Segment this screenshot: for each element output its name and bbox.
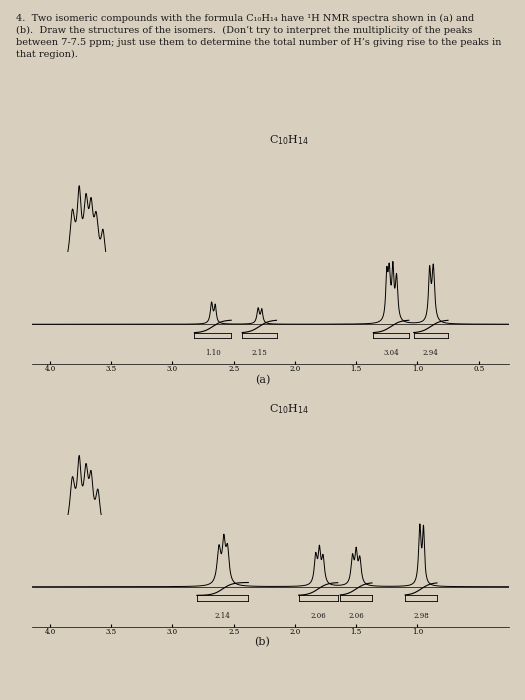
Text: 5.10: 5.10: [74, 303, 91, 312]
Text: C$_{10}$H$_{14}$: C$_{10}$H$_{14}$: [269, 402, 309, 416]
Text: 2.15: 2.15: [251, 349, 267, 357]
Text: 2.06: 2.06: [348, 612, 364, 620]
Text: 2.94: 2.94: [423, 349, 439, 357]
Text: C$_{10}$H$_{14}$: C$_{10}$H$_{14}$: [269, 133, 309, 147]
Text: 2.06: 2.06: [310, 612, 326, 620]
Text: 1.10: 1.10: [205, 349, 220, 357]
Text: 3.04: 3.04: [383, 349, 399, 357]
Text: (a): (a): [255, 374, 270, 385]
Text: 2.98: 2.98: [413, 612, 429, 620]
Text: (b): (b): [255, 637, 270, 648]
Text: 2.14: 2.14: [215, 612, 230, 620]
Text: 4.  Two isomeric compounds with the formula C₁₀H₁₄ have ¹H NMR spectra shown in : 4. Two isomeric compounds with the formu…: [16, 14, 501, 59]
Text: 5.10: 5.10: [74, 562, 91, 570]
